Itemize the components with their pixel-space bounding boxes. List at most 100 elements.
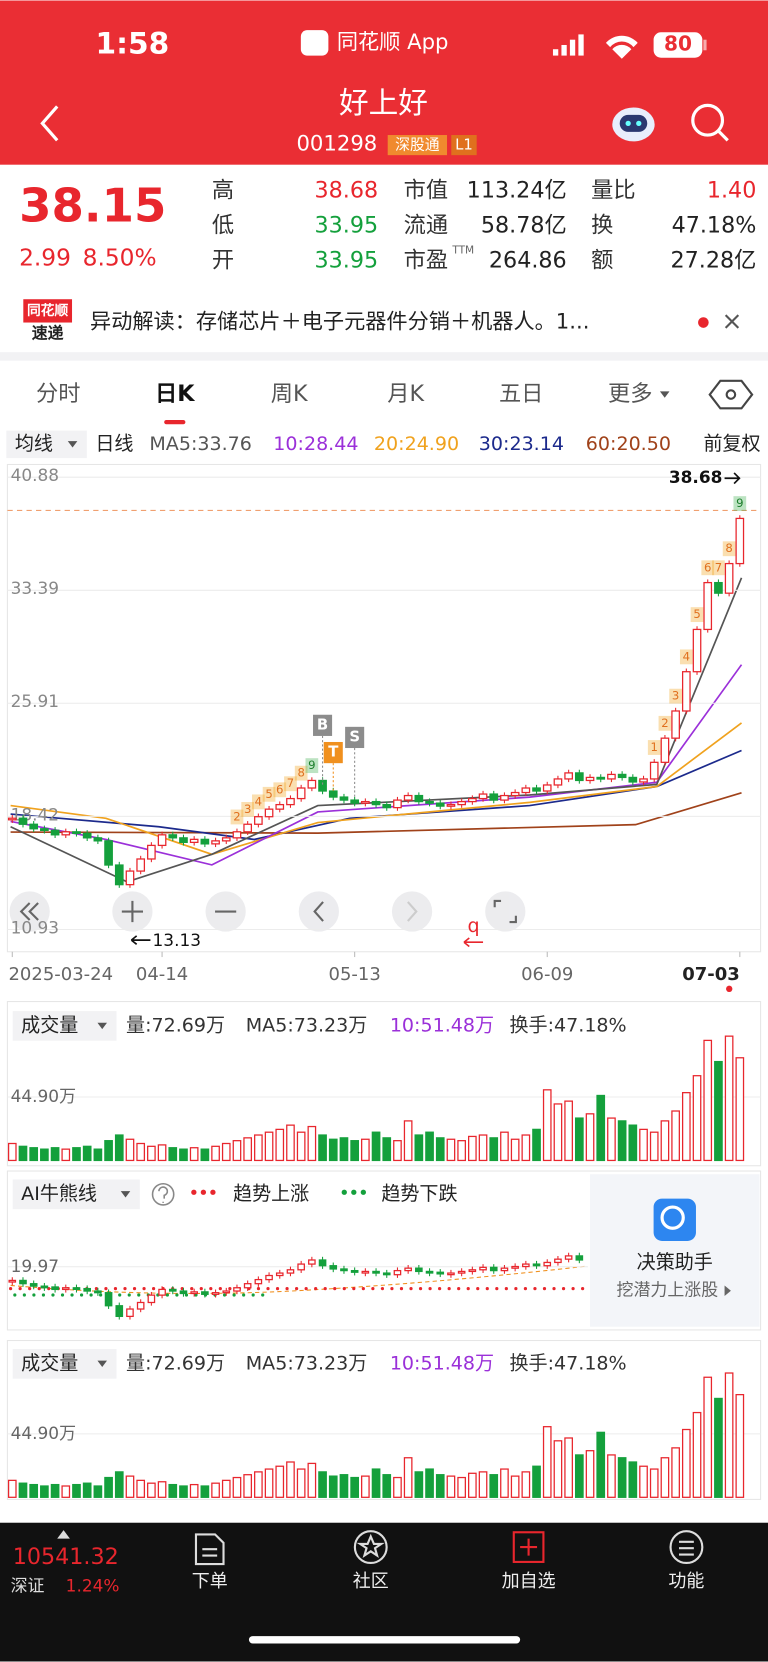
- volume-bar: [660, 1457, 670, 1498]
- selector-bg[interactable]: [12, 1349, 117, 1379]
- widget-title[interactable]: 决策助手: [637, 1252, 713, 1274]
- volume-bar: [435, 1474, 445, 1498]
- stat-value: 38.68: [315, 178, 379, 204]
- nav-item[interactable]: 功能: [668, 1571, 704, 1592]
- chart-buttons[interactable]: [9, 891, 526, 932]
- td-mark-bg: [712, 560, 725, 576]
- volume-bar: [179, 1148, 188, 1162]
- volume-bar: [254, 1471, 263, 1498]
- adjust[interactable]: 前复权: [703, 433, 760, 455]
- trend-dot: [476, 1287, 480, 1291]
- help-icon[interactable]: [151, 1182, 175, 1206]
- td-mark-bg: [701, 560, 715, 576]
- nav-item[interactable]: 社区: [353, 1571, 389, 1592]
- legend-label: 趋势上涨: [233, 1183, 309, 1205]
- stat-value: 113.24亿: [467, 178, 567, 204]
- back-button[interactable]: [40, 105, 59, 142]
- candle: [522, 1263, 530, 1268]
- volume-bar: [350, 1476, 360, 1498]
- tab[interactable]: 日K: [155, 381, 195, 407]
- tab[interactable]: 周K: [271, 381, 309, 407]
- volume-bar: [232, 1140, 242, 1162]
- selector[interactable]: 成交量: [21, 1014, 78, 1036]
- volume-bar: [328, 1138, 338, 1162]
- td-mark: 9: [736, 496, 743, 510]
- candle: [125, 870, 135, 886]
- candle: [275, 803, 285, 810]
- news-text[interactable]: 异动解读：存储芯片＋电子元器件分销＋机器人。1...: [90, 309, 589, 334]
- nav-item[interactable]: 加自选: [502, 1571, 556, 1592]
- volume-bar: [136, 1142, 146, 1162]
- trend-dot: [438, 1287, 442, 1291]
- today-dot: [726, 985, 733, 993]
- y-tick-label: 33.39: [11, 578, 60, 598]
- volume-bar: [617, 1457, 627, 1498]
- widget-subtitle[interactable]: 挖潜力上涨股: [617, 1280, 719, 1300]
- candle: [692, 628, 702, 673]
- trend-dot: [89, 1293, 93, 1297]
- trend-dot: [222, 1293, 227, 1297]
- volume-bar: [382, 1474, 392, 1498]
- trend-dot: [9, 1287, 13, 1291]
- volume-bar: [500, 1131, 509, 1162]
- trend-dot: [447, 1287, 451, 1291]
- legend-marker: [351, 1189, 357, 1195]
- td-mark-bg: [679, 649, 693, 665]
- candle: [221, 837, 231, 842]
- volume-stat: 量:72.69万: [126, 1352, 225, 1374]
- news-close[interactable]: [724, 314, 740, 329]
- x-tick-label: 07-03: [682, 964, 740, 985]
- trend-dot: [118, 1293, 122, 1297]
- volume-bar: [286, 1461, 295, 1498]
- change-pct: 8.50%: [83, 244, 157, 271]
- candle: [179, 837, 188, 844]
- volume-bar: [339, 1474, 349, 1498]
- selector-bg[interactable]: [12, 1179, 140, 1210]
- td-mark: 2: [233, 809, 240, 823]
- trend-dot: [209, 1287, 213, 1291]
- assistant-icon[interactable]: [612, 107, 655, 142]
- volume-bar: [393, 1140, 402, 1162]
- stat-label: 低: [212, 213, 234, 239]
- candle: [83, 1287, 91, 1292]
- volume-bar: [564, 1437, 573, 1498]
- nav-item[interactable]: 下单: [192, 1571, 228, 1592]
- candle: [29, 1283, 38, 1287]
- tab[interactable]: 更多: [608, 381, 652, 407]
- candle: [243, 1283, 252, 1289]
- candle: [307, 779, 317, 789]
- candle: [254, 1278, 263, 1285]
- low-arrow: [130, 935, 151, 946]
- settings-button[interactable]: [708, 379, 754, 410]
- selector[interactable]: 均线: [15, 433, 53, 455]
- candle: [328, 790, 338, 798]
- battery: [653, 32, 703, 58]
- trend-dot: [99, 1293, 103, 1297]
- news-logo: 速递: [32, 324, 64, 343]
- trend-dot: [152, 1287, 156, 1291]
- volume-bar: [243, 1137, 253, 1162]
- tab[interactable]: 五日: [499, 381, 543, 407]
- volume-bar: [714, 1397, 723, 1498]
- candle: [425, 1270, 434, 1274]
- selector[interactable]: 成交量: [21, 1352, 78, 1374]
- volume-bar: [18, 1145, 28, 1162]
- trend-dot: [256, 1287, 261, 1291]
- volume-bar: [500, 1468, 509, 1498]
- candle: [243, 823, 253, 833]
- candle: [114, 864, 124, 886]
- trend-dot: [41, 1293, 46, 1297]
- candle: [435, 802, 445, 807]
- widget-bg[interactable]: [590, 1174, 760, 1327]
- dropdown-caret: [97, 1360, 107, 1368]
- x-tick-label: 05-13: [329, 964, 381, 985]
- td-mark: 3: [244, 802, 251, 816]
- search-button[interactable]: [691, 103, 729, 142]
- selector-bg[interactable]: [12, 1011, 117, 1041]
- tab[interactable]: 月K: [387, 381, 425, 407]
- volume-bar: [72, 1483, 81, 1498]
- tab[interactable]: 分时: [36, 381, 80, 407]
- ai-trend-line: [10, 1265, 585, 1294]
- trend-dot: [175, 1293, 179, 1297]
- selector[interactable]: AI牛熊线: [21, 1183, 97, 1205]
